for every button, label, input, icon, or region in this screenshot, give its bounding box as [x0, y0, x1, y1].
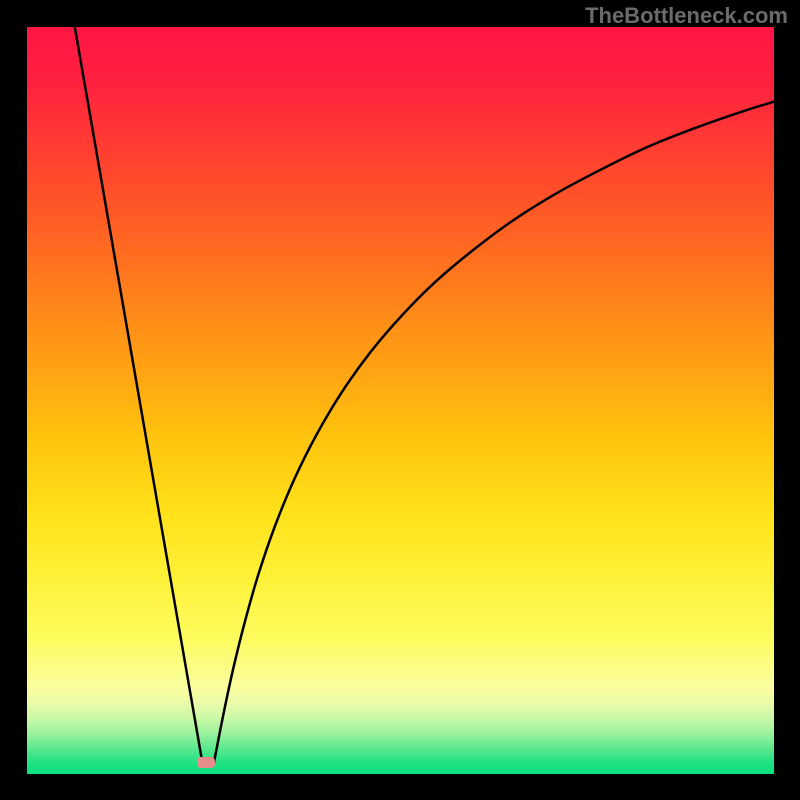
bottleneck-curve [75, 27, 774, 764]
watermark-label: TheBottleneck.com [585, 3, 788, 29]
bottleneck-marker [197, 757, 215, 768]
curve-overlay [27, 27, 774, 774]
plot-area [27, 27, 774, 774]
chart-container: TheBottleneck.com [0, 0, 800, 800]
